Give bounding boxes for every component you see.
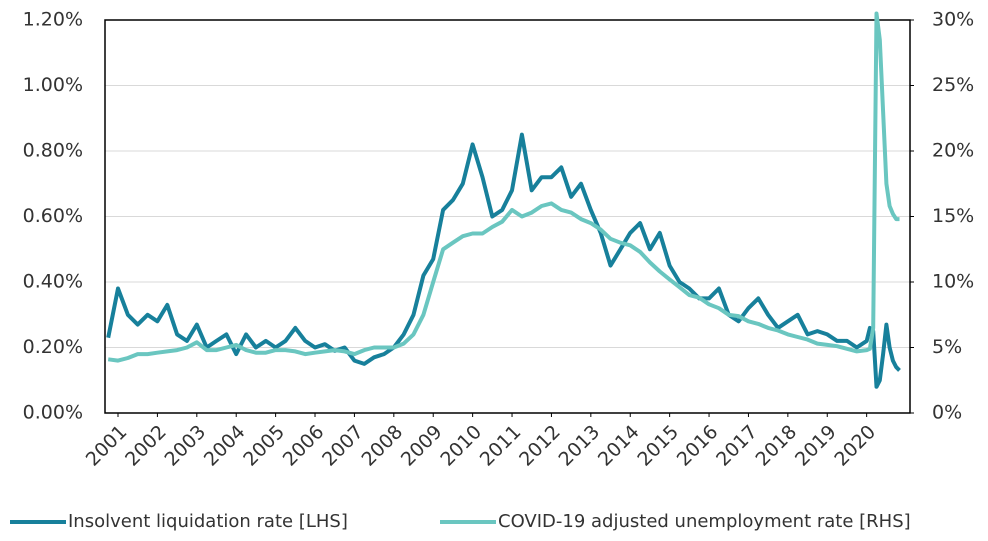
- y-tick-label: 0.40%: [23, 271, 83, 293]
- x-tick-label: 2009: [397, 421, 447, 471]
- x-tick-label: 2013: [555, 421, 605, 471]
- y2-tick-label: 30%: [932, 9, 974, 31]
- y-tick-label: 0.20%: [23, 336, 83, 358]
- y-tick-label: 0.60%: [23, 205, 83, 227]
- x-tick-label: 2020: [830, 421, 880, 471]
- y2-tick-label: 5%: [932, 336, 962, 358]
- x-tick-label: 2014: [594, 421, 644, 471]
- y-tick-label: 0.80%: [23, 140, 83, 162]
- x-tick-label: 2002: [121, 421, 171, 471]
- y2-tick-label: 0%: [932, 402, 962, 424]
- x-tick-label: 2010: [436, 421, 486, 471]
- y-tick-label: 0.00%: [23, 402, 83, 424]
- x-tick-label: 2011: [476, 421, 526, 471]
- y-tick-label: 1.00%: [23, 74, 83, 96]
- x-tick-label: 2016: [673, 421, 723, 471]
- x-tick-label: 2012: [515, 421, 565, 471]
- x-tick-label: 2008: [357, 421, 407, 471]
- y2-tick-label: 20%: [932, 140, 974, 162]
- x-tick-label: 2019: [791, 421, 841, 471]
- series-line: [107, 11, 900, 363]
- series-line: [106, 132, 901, 389]
- y2-tick-label: 10%: [932, 271, 974, 293]
- legend-label: Insolvent liquidation rate [LHS]: [68, 511, 348, 532]
- y2-tick-label: 25%: [932, 74, 974, 96]
- x-tick-label: 2001: [82, 421, 132, 471]
- y-tick-label: 1.20%: [23, 9, 83, 31]
- y2-tick-label: 15%: [932, 205, 974, 227]
- x-tick-label: 2005: [239, 421, 289, 471]
- plot-frame: [104, 19, 911, 414]
- x-tick-label: 2004: [200, 421, 250, 471]
- x-tick-label: 2003: [160, 421, 210, 471]
- x-tick-label: 2018: [752, 421, 802, 471]
- x-tick-label: 2015: [633, 421, 683, 471]
- legend-label: COVID-19 adjusted unemployment rate [RHS…: [498, 511, 911, 532]
- x-tick-label: 2007: [318, 421, 368, 471]
- x-tick-label: 2006: [279, 421, 329, 471]
- x-tick-label: 2017: [712, 421, 762, 471]
